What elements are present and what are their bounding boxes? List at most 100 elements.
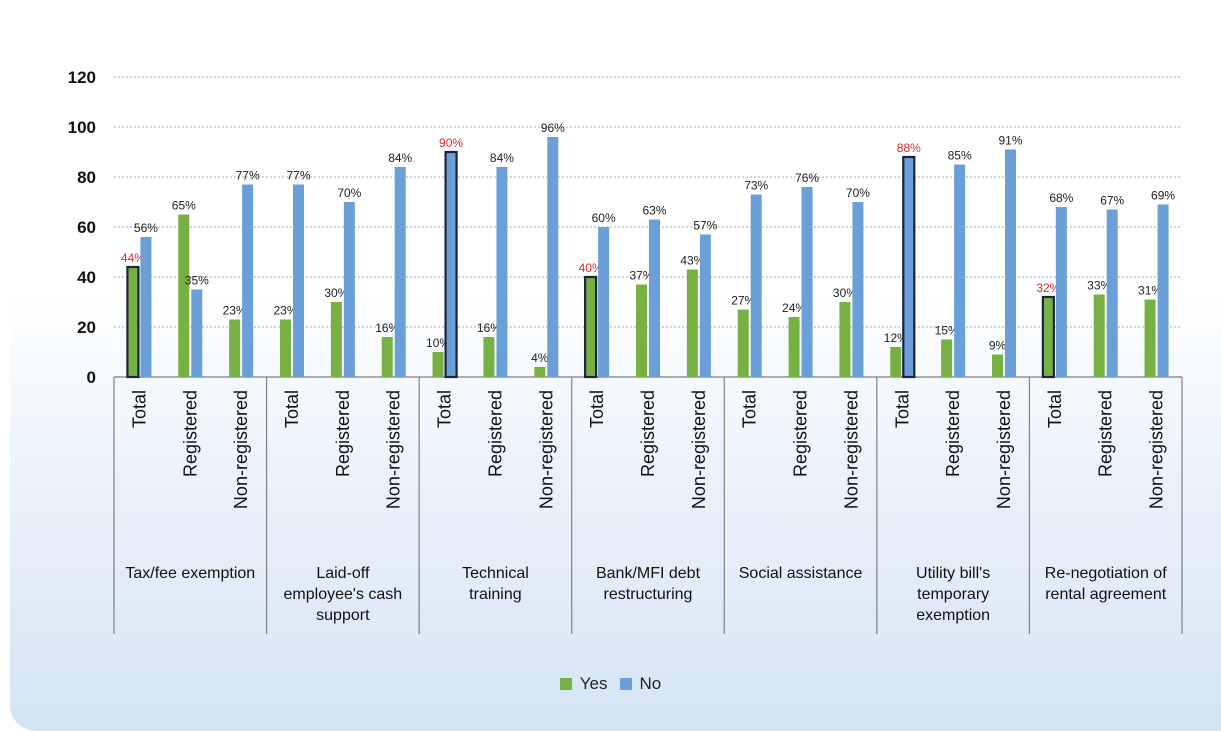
data-label: 67% [1100,194,1124,208]
legend: Yes No [0,672,1221,696]
bar-yes [178,215,189,378]
legend-item-no: No [620,674,662,694]
bar-yes [1043,297,1054,377]
data-label: 77% [236,169,260,183]
bar-no [191,290,202,378]
bar-no [903,157,914,377]
y-tick-label: 80 [77,168,96,187]
bar-no [446,152,457,377]
bar-no [1107,210,1118,378]
data-label: 73% [744,179,768,193]
data-label: 70% [337,186,361,200]
bar-no [700,235,711,378]
bar-yes [890,347,901,377]
bar-no [852,202,863,377]
data-label: 69% [1151,189,1175,203]
x-subcategory-label: Registered [180,390,200,477]
x-subcategory-label: Non-registered [841,390,861,509]
y-tick-label: 0 [87,368,96,387]
bar-yes [127,267,138,377]
y-tick-label: 40 [77,268,96,287]
bar-no [242,185,253,378]
data-label: 85% [948,149,972,163]
data-label: 60% [592,211,616,225]
bar-no [802,187,813,377]
data-label: 91% [998,134,1022,148]
bar-no [649,220,660,378]
bar-yes [382,337,393,377]
x-subcategory-label: Registered [943,390,963,477]
data-label: 4% [531,351,549,365]
y-tick-label: 100 [68,118,96,137]
bar-yes [229,320,240,378]
legend-item-yes: Yes [560,674,608,694]
x-subcategory-label: Total [587,390,607,428]
data-label: 56% [134,221,158,235]
bar-yes [1094,295,1105,378]
bar-yes [331,302,342,377]
x-group-label: Laid-off employee's cash support [284,565,403,624]
x-subcategory-label: Registered [333,390,353,477]
legend-swatch-no [620,678,632,690]
x-subcategory-label: Total [892,390,912,428]
x-subcategory-label: Non-registered [231,390,251,509]
x-group-label: Utility bill's temporary exemption [916,565,990,624]
data-label: 84% [388,151,412,165]
y-tick-label: 20 [77,318,96,337]
bar-no [1005,150,1016,378]
bar-yes [433,352,444,377]
x-subcategory-label: Non-registered [689,390,709,509]
bar-yes [992,355,1003,378]
data-label: 77% [286,169,310,183]
x-subcategory-label: Non-registered [384,390,404,509]
data-label: 63% [642,204,666,218]
x-group-label: Bank/MFI debt restructuring [596,565,701,603]
bar-no [344,202,355,377]
data-label: 90% [439,136,463,150]
data-label: 65% [172,199,196,213]
bar-yes [839,302,850,377]
bar-yes [1145,300,1156,378]
data-label: 84% [490,151,514,165]
data-label: 9% [989,339,1007,353]
legend-label-yes: Yes [580,674,608,694]
bar-yes [280,320,291,378]
x-subcategory-label: Non-registered [1147,390,1167,509]
bar-no [547,137,558,377]
x-group-label: Tax/fee exemption [125,565,255,582]
bar-yes [738,310,749,378]
x-subcategory-label: Registered [1096,390,1116,477]
bar-no [1056,207,1067,377]
data-label: 57% [693,219,717,233]
bar-no [1158,205,1169,378]
x-subcategory-label: Total [435,390,455,428]
data-label: 70% [846,186,870,200]
x-group-label: Re-negotiation of rental agreement [1045,565,1167,603]
x-subcategory-label: Total [1045,390,1065,428]
x-group-label: Technical training [462,565,529,603]
bar-yes [585,277,596,377]
bar-no [395,167,406,377]
data-label: 68% [1049,191,1073,205]
bar-no [293,185,304,378]
data-label: 35% [185,274,209,288]
bar-yes [687,270,698,378]
bar-no [140,237,151,377]
y-tick-label: 120 [68,68,96,87]
x-group-label: Social assistance [739,565,863,582]
bar-no [496,167,507,377]
x-subcategory-label: Registered [485,390,505,477]
y-tick-label: 60 [77,218,96,237]
bar-yes [636,285,647,378]
data-label: 96% [541,121,565,135]
bar-no [598,227,609,377]
data-label: 88% [897,141,921,155]
bar-yes [789,317,800,377]
x-subcategory-label: Non-registered [536,390,556,509]
bar-no [751,195,762,378]
bar-no [954,165,965,378]
x-subcategory-label: Total [129,390,149,428]
legend-label-no: No [640,674,662,694]
x-subcategory-label: Total [740,390,760,428]
bar-yes [534,367,545,377]
